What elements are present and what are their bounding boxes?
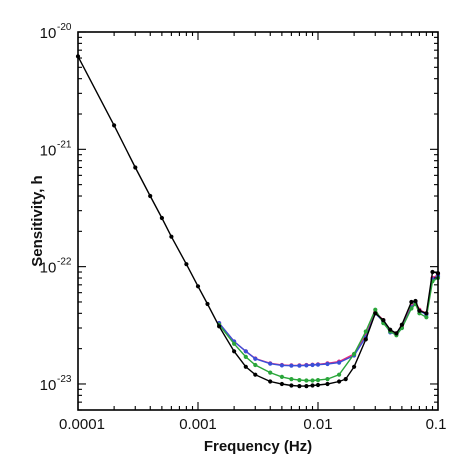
series-4-point <box>159 215 164 221</box>
series-4-point <box>304 384 309 389</box>
series-2-point <box>337 360 342 365</box>
series-4-point <box>297 384 302 389</box>
series-3-point <box>279 374 284 379</box>
series-3-point <box>315 378 321 383</box>
series-4-point <box>195 284 201 289</box>
series-4-point <box>394 331 399 336</box>
series-3-point <box>310 378 315 383</box>
y-axis-title: Sensitivity, h <box>29 175 46 266</box>
series-4-point <box>217 324 222 329</box>
series-4-point <box>148 193 153 199</box>
series-4-point <box>381 318 386 323</box>
series-4-point <box>343 377 348 382</box>
series-2-point <box>289 363 294 368</box>
series-4-point <box>409 299 414 305</box>
series-4-point <box>417 308 422 313</box>
series-3-point <box>268 370 273 375</box>
series-2-point <box>325 361 330 367</box>
series-3-point <box>409 306 414 311</box>
ticks-layer <box>77 31 439 411</box>
series-layer <box>75 54 441 389</box>
series-4-point <box>363 337 368 342</box>
series-4-point <box>399 322 404 327</box>
x-tick-label: 0.1 <box>426 416 447 433</box>
y-tick-label: 10 <box>40 377 57 394</box>
y-tick-label: 10 <box>40 25 57 42</box>
series-2-point <box>268 361 273 366</box>
series-4-point <box>232 349 237 354</box>
series-4-point <box>184 262 189 267</box>
series-2 <box>217 274 441 368</box>
series-4-point <box>169 234 174 239</box>
series-2-point <box>315 362 321 367</box>
series-3-point <box>325 377 330 382</box>
series-2-point <box>304 363 309 368</box>
y-tick-label: 10 <box>40 142 57 159</box>
series-4-point <box>337 379 342 384</box>
y-tick-exponent: -22 <box>57 257 72 268</box>
series-3-point <box>337 372 342 377</box>
series-4-point <box>310 383 315 388</box>
series-4-point <box>413 298 418 304</box>
series-2-point <box>243 349 248 354</box>
series-1 <box>217 272 441 368</box>
series-4-point <box>133 165 138 170</box>
x-tick-label: 0.001 <box>179 416 217 433</box>
series-3-point <box>424 315 429 320</box>
series-3-point <box>243 354 248 359</box>
x-tick-label: 0.0001 <box>59 416 105 433</box>
series-4-point <box>430 269 435 275</box>
y-tick-exponent: -23 <box>57 374 72 385</box>
series-4-point <box>352 364 357 369</box>
series-4-point <box>253 372 258 377</box>
series-2-point <box>297 363 302 368</box>
series-2-point <box>253 356 258 361</box>
series-3-point <box>352 351 357 357</box>
series-2-point <box>279 363 284 368</box>
series-2-point <box>310 362 315 368</box>
series-3-point <box>373 307 378 312</box>
series-4-point <box>388 327 393 332</box>
series-4 <box>75 54 441 389</box>
series-4-point <box>112 123 117 128</box>
series-3-point <box>232 341 237 346</box>
plot-frame <box>77 31 439 411</box>
series-3-point <box>304 378 309 383</box>
series-3-point <box>297 378 302 383</box>
series-4-point <box>325 381 330 387</box>
series-4-point <box>268 379 273 384</box>
series-3-point <box>289 377 294 382</box>
y-tick-label: 10 <box>40 260 57 277</box>
x-axis-title: Frequency (Hz) <box>204 438 312 455</box>
series-4-point <box>315 382 321 388</box>
y-tick-exponent: -20 <box>57 22 72 33</box>
series-4-point <box>243 364 248 369</box>
series-4-point <box>289 383 294 388</box>
series-3-point <box>253 362 258 368</box>
series-4-point <box>279 381 284 387</box>
y-tick-exponent: -21 <box>57 139 72 150</box>
series-4-point <box>373 311 378 316</box>
series-4-line <box>77 56 439 387</box>
x-tick-label: 0.01 <box>303 416 332 433</box>
series-4-point <box>205 301 210 307</box>
series-3 <box>217 275 441 383</box>
series-3-point <box>363 329 368 334</box>
series-4-point <box>424 311 429 316</box>
